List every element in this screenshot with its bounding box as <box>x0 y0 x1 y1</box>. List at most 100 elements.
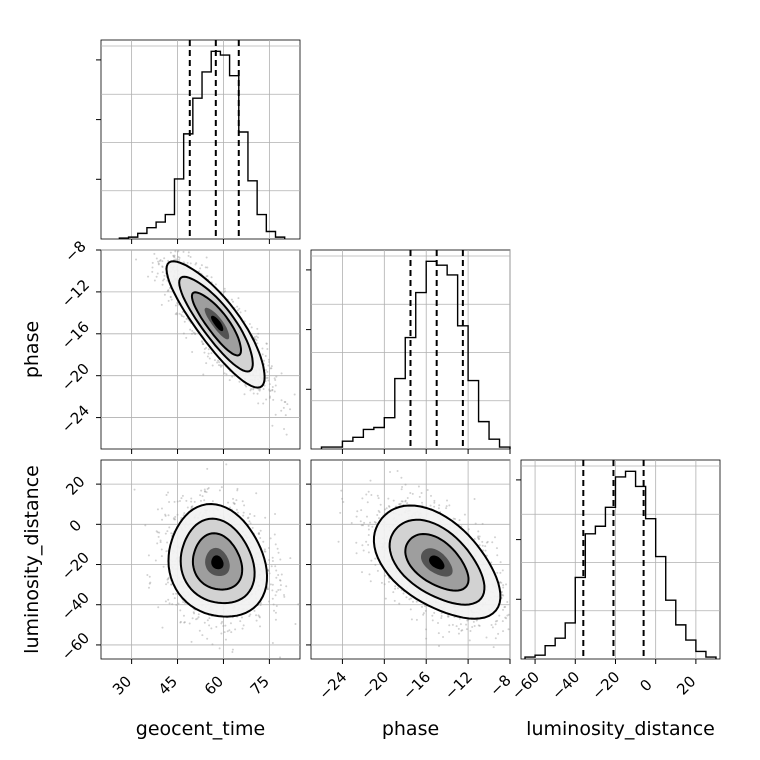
sample-point <box>204 266 207 269</box>
sample-point <box>156 272 159 275</box>
sample-point <box>277 551 280 554</box>
sample-point <box>249 389 252 392</box>
sample-point <box>148 575 151 578</box>
sample-point <box>178 258 181 261</box>
sample-point <box>421 605 424 608</box>
sample-point <box>267 600 270 603</box>
sample-point <box>499 571 502 574</box>
sample-point <box>271 583 274 586</box>
sample-point <box>230 631 233 634</box>
sample-point <box>223 290 226 293</box>
sample-point <box>377 497 380 500</box>
sample-point <box>195 618 198 621</box>
sample-point <box>447 615 450 618</box>
sample-point <box>224 624 227 627</box>
sample-point <box>216 361 219 364</box>
sample-point <box>172 255 175 258</box>
sample-point <box>253 514 256 517</box>
sample-point <box>201 634 204 637</box>
sample-point <box>218 361 221 364</box>
sample-point <box>387 580 390 583</box>
sample-point <box>135 258 138 261</box>
sample-point <box>238 380 241 383</box>
sample-point <box>255 619 258 622</box>
sample-point <box>271 556 274 559</box>
sample-point <box>157 535 160 538</box>
sample-point <box>430 494 433 497</box>
sample-point <box>478 544 481 547</box>
sample-point <box>266 587 269 590</box>
sample-point <box>159 259 162 262</box>
sample-point <box>249 513 252 516</box>
sample-point <box>273 377 276 380</box>
sample-point <box>279 558 282 561</box>
sample-point <box>157 263 160 266</box>
sample-point <box>376 569 379 572</box>
sample-point <box>259 602 262 605</box>
sample-point <box>279 584 282 587</box>
sample-point <box>367 524 370 527</box>
sample-point <box>176 500 179 503</box>
sample-point <box>367 543 370 546</box>
sample-point <box>223 287 226 290</box>
sample-point <box>178 312 181 315</box>
sample-point <box>250 326 253 329</box>
sample-point <box>190 497 193 500</box>
sample-point <box>279 656 282 659</box>
sample-point <box>231 651 234 654</box>
sample-point <box>396 470 399 473</box>
sample-point <box>497 632 500 635</box>
sample-point <box>370 559 373 562</box>
sample-point <box>163 257 166 260</box>
sample-point <box>473 625 476 628</box>
sample-point <box>283 427 286 430</box>
sample-point <box>438 644 441 647</box>
sample-point <box>210 352 213 355</box>
sample-point <box>429 504 432 507</box>
sample-point <box>273 533 276 536</box>
sample-point <box>262 540 265 543</box>
sample-point <box>266 376 269 379</box>
histogram-luminosity_distance <box>524 470 717 659</box>
sample-point <box>274 543 277 546</box>
sample-point <box>356 510 359 513</box>
sample-point <box>271 597 274 600</box>
sample-point <box>384 574 387 577</box>
sample-point <box>221 364 224 367</box>
sample-point <box>255 614 258 617</box>
sample-point <box>218 647 221 650</box>
sample-point <box>146 574 149 577</box>
sample-point <box>190 505 193 508</box>
sample-point <box>169 251 172 254</box>
sample-point <box>257 332 260 335</box>
sample-point <box>225 373 228 376</box>
density-peak <box>210 315 224 332</box>
sample-point <box>165 494 168 497</box>
sample-point <box>231 648 234 651</box>
sample-point <box>465 623 468 626</box>
sample-point <box>279 588 282 591</box>
sample-point <box>198 629 201 632</box>
sample-point <box>259 604 262 607</box>
sample-point <box>280 399 283 402</box>
sample-point <box>269 395 272 398</box>
sample-point <box>227 501 230 504</box>
sample-point <box>258 532 261 535</box>
sample-point <box>236 487 239 490</box>
sample-point <box>370 493 373 496</box>
sample-point <box>210 627 213 630</box>
sample-point <box>158 259 161 262</box>
sample-point <box>254 338 257 341</box>
sample-point <box>268 383 271 386</box>
sample-point <box>289 408 292 411</box>
sample-point <box>241 500 244 503</box>
sample-point <box>207 352 210 355</box>
sample-point <box>269 583 272 586</box>
density-peak <box>211 555 224 570</box>
sample-point <box>405 596 408 599</box>
sample-point <box>494 637 497 640</box>
sample-point <box>258 615 261 618</box>
hist-panel-geocent_time-frame <box>100 39 301 240</box>
sample-point <box>267 364 270 367</box>
sample-point <box>177 250 180 253</box>
